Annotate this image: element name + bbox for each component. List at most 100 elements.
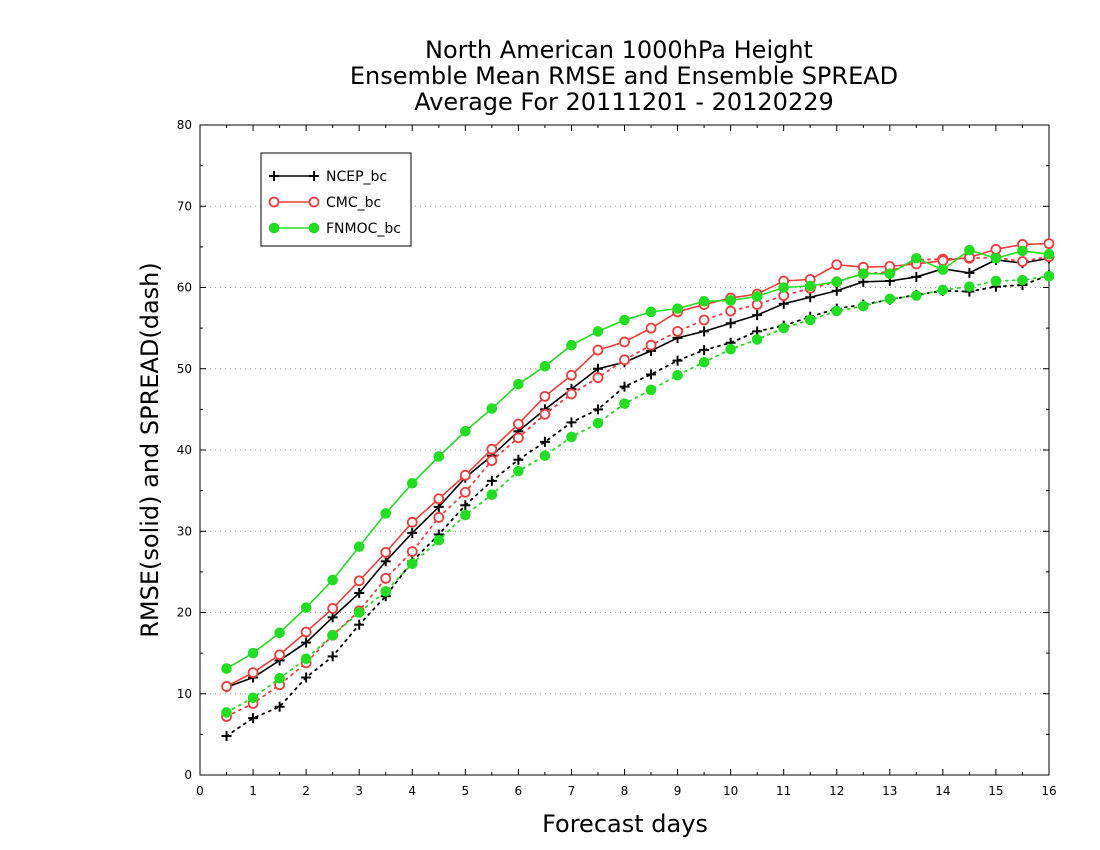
x-tick-label: 0 [196, 784, 204, 798]
spread-point-NCEP_bc [354, 619, 365, 630]
rmse-point-FNMOC_bc [778, 282, 789, 293]
y-tick-label: 80 [177, 118, 192, 132]
spread-point-FNMOC_bc [513, 465, 524, 477]
rmse-point-FNMOC_bc [592, 326, 604, 337]
spread-line-FNMOC_bc [225, 275, 1050, 714]
rmse-point-FNMOC_bc [513, 378, 524, 390]
legend-label: FNMOC_bc [326, 221, 401, 237]
spread-line-CMC_bc [225, 255, 1050, 718]
rmse-point-FNMOC_bc [460, 426, 471, 437]
rmse-point-FNMOC_bc [247, 647, 259, 659]
spread-point-NCEP_bc [221, 731, 232, 741]
spread-point-FNMOC_bc [884, 293, 896, 305]
spread-point-FNMOC_bc [221, 707, 232, 718]
y-tick-label: 30 [177, 524, 192, 538]
rmse-point-NCEP_bc [911, 271, 922, 282]
spread-point-CMC_bc [433, 512, 445, 523]
spread-point-CMC_bc [619, 354, 630, 366]
rmse-point-FNMOC_bc [964, 244, 975, 256]
spread-point-CMC_bc [672, 325, 683, 337]
spread-point-FNMOC_bc [460, 509, 471, 521]
series-NCEP_bc [221, 253, 1054, 741]
spread-point-CMC_bc [1017, 256, 1028, 267]
chart-title: North American 1000hPa Height Ensemble M… [350, 36, 898, 116]
rmse-point-FNMOC_bc [433, 451, 445, 462]
y-tick-label: 10 [177, 687, 192, 701]
rmse-point-FNMOC_bc [327, 574, 338, 586]
spread-point-CMC_bc [725, 305, 737, 317]
y-tick-label: 20 [177, 606, 192, 620]
spread-point-FNMOC_bc [619, 398, 630, 409]
legend-marker-left [268, 196, 280, 208]
x-tick-label: 8 [621, 784, 629, 798]
series-CMC_bc [221, 238, 1055, 722]
y-tick-label: 40 [177, 443, 192, 457]
rmse-point-FNMOC_bc [274, 627, 285, 639]
legend-item-FNMOC_bc: FNMOC_bc [268, 221, 401, 237]
rmse-point-NCEP_bc [592, 363, 603, 374]
rmse-point-NCEP_bc [380, 556, 391, 567]
rmse-point-FNMOC_bc [990, 252, 1002, 264]
rmse-point-FNMOC_bc [406, 478, 418, 489]
x-axis: 0 1 2 3 4 5 6 7 8 9 10 11 12 13 14 15 16 [196, 125, 1057, 798]
rmse-point-CMC_bc [831, 259, 843, 271]
spread-point-CMC_bc [512, 432, 524, 444]
rmse-point-NCEP_bc [407, 527, 418, 538]
rmse-point-FNMOC_bc [566, 339, 577, 351]
y-tick-label: 60 [177, 281, 192, 295]
spread-point-CMC_bc [592, 372, 604, 384]
title-line-1: North American 1000hPa Height [425, 36, 813, 64]
spread-point-FNMOC_bc [964, 281, 975, 292]
legend-label: NCEP_bc [326, 169, 387, 185]
spread-point-NCEP_bc [699, 345, 710, 356]
x-tick-label: 13 [882, 784, 897, 798]
rmse-point-NCEP_bc [831, 285, 842, 296]
rmse-point-FNMOC_bc [857, 268, 869, 279]
rmse-point-FNMOC_bc [725, 295, 736, 306]
rmse-point-CMC_bc [645, 322, 657, 334]
rmse-point-CMC_bc [937, 255, 949, 267]
rmse-point-CMC_bc [619, 336, 630, 348]
rmse-point-FNMOC_bc [353, 541, 365, 552]
rmse-point-FNMOC_bc [619, 314, 630, 326]
x-axis-label: Forecast days [542, 810, 708, 838]
spread-point-FNMOC_bc [857, 300, 869, 312]
legend-marker-right [309, 171, 319, 181]
rmse-point-NCEP_bc [964, 267, 975, 278]
rmse-point-NCEP_bc [805, 292, 816, 303]
rmse-point-CMC_bc [990, 243, 1002, 255]
rmse-point-CMC_bc [539, 390, 551, 402]
rmse-point-CMC_bc [300, 626, 312, 638]
spread-point-FNMOC_bc [804, 314, 816, 326]
rmse-point-FNMOC_bc [884, 268, 896, 279]
series-FNMOC_bc [221, 244, 1055, 718]
rmse-point-NCEP_bc [327, 612, 338, 623]
rmse-point-CMC_bc [353, 575, 365, 587]
legend-marker-right [308, 222, 320, 234]
rmse-point-NCEP_bc [301, 637, 312, 648]
rmse-point-CMC_bc [221, 681, 232, 692]
rmse-point-FNMOC_bc [300, 602, 312, 613]
x-tick-label: 10 [723, 784, 738, 798]
spread-point-FNMOC_bc [486, 489, 498, 500]
rmse-point-CMC_bc [566, 369, 577, 381]
x-tick-label: 11 [776, 784, 791, 798]
x-tick-label: 1 [249, 784, 257, 798]
x-tick-label: 14 [935, 784, 950, 798]
spread-point-FNMOC_bc [911, 290, 922, 301]
rmse-point-CMC_bc [512, 418, 524, 430]
y-axis-label: RMSE(solid) and SPREAD(dash) [136, 262, 164, 638]
spread-point-NCEP_bc [592, 404, 603, 415]
spread-point-FNMOC_bc [751, 334, 763, 345]
legend-item-CMC_bc: CMC_bc [268, 195, 381, 211]
rmse-point-CMC_bc [380, 546, 392, 558]
grid-lines [200, 205, 1049, 695]
spread-point-FNMOC_bc [327, 629, 338, 641]
spread-point-FNMOC_bc [672, 369, 683, 381]
spread-point-NCEP_bc [248, 713, 259, 724]
legend-box [260, 152, 412, 247]
rmse-point-FNMOC_bc [221, 663, 232, 674]
spread-point-NCEP_bc [327, 651, 338, 662]
rmse-point-FNMOC_bc [751, 291, 763, 302]
rmse-point-FNMOC_bc [831, 276, 843, 288]
